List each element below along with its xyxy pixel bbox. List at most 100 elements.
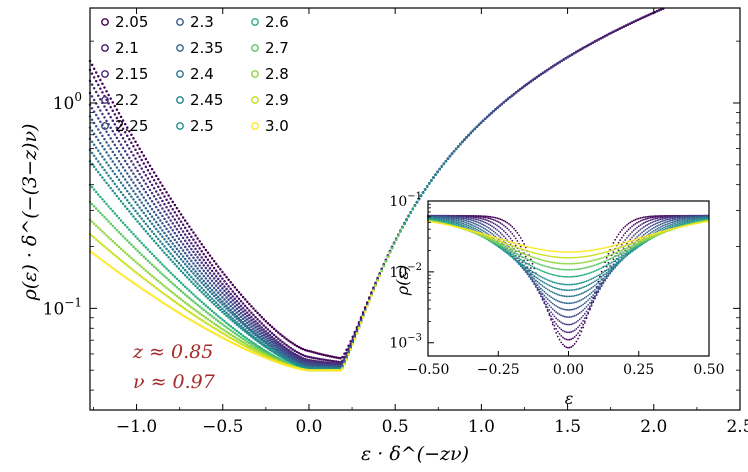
inset-point bbox=[457, 221, 459, 223]
inset-point bbox=[495, 223, 497, 225]
main-point bbox=[203, 253, 206, 256]
main-point bbox=[211, 321, 214, 324]
inset-point bbox=[663, 225, 665, 227]
main-point bbox=[478, 124, 481, 127]
main-point bbox=[227, 290, 230, 293]
main-point bbox=[256, 312, 259, 315]
main-point bbox=[292, 348, 295, 351]
inset-point bbox=[459, 220, 461, 222]
inset-point bbox=[503, 230, 505, 232]
main-point bbox=[167, 209, 170, 212]
main-x-tick-label: 2.0 bbox=[640, 417, 667, 437]
main-point bbox=[136, 187, 139, 190]
inset-point bbox=[597, 288, 599, 290]
inset-point bbox=[493, 222, 495, 224]
inset-point bbox=[613, 257, 615, 259]
main-point bbox=[223, 320, 226, 323]
main-point bbox=[149, 197, 152, 200]
main-point bbox=[163, 293, 166, 296]
main-point bbox=[267, 328, 270, 331]
legend-label-2.3: 2.3 bbox=[190, 13, 214, 31]
main-point bbox=[118, 197, 121, 200]
main-point bbox=[145, 158, 148, 161]
inset-point bbox=[484, 225, 486, 227]
main-point bbox=[376, 279, 379, 282]
main-point bbox=[198, 299, 201, 302]
main-point bbox=[184, 285, 187, 288]
main-point bbox=[151, 184, 154, 187]
inset-point bbox=[672, 221, 674, 223]
main-point bbox=[285, 338, 288, 341]
main-point bbox=[155, 287, 158, 290]
main-point bbox=[182, 237, 185, 240]
main-point bbox=[109, 126, 112, 128]
main-point bbox=[560, 60, 563, 63]
inset-point bbox=[543, 291, 545, 293]
inset-point bbox=[570, 309, 572, 311]
main-point bbox=[211, 310, 214, 313]
main-point bbox=[232, 299, 235, 302]
inset-point bbox=[656, 230, 658, 232]
main-point bbox=[157, 230, 160, 233]
main-point bbox=[167, 296, 170, 299]
inset-point bbox=[574, 289, 576, 291]
main-point bbox=[306, 355, 309, 358]
inset-point bbox=[574, 336, 576, 338]
main-point bbox=[246, 322, 249, 325]
inset-point bbox=[599, 280, 601, 282]
main-point bbox=[223, 273, 226, 276]
main-point bbox=[196, 304, 199, 307]
inset-point bbox=[653, 216, 655, 218]
inset-point bbox=[530, 277, 532, 279]
main-point bbox=[205, 304, 208, 307]
main-point bbox=[126, 190, 128, 193]
main-point bbox=[149, 213, 152, 216]
inset-point bbox=[636, 218, 638, 220]
inset-point bbox=[608, 263, 610, 265]
inset-point bbox=[670, 224, 672, 226]
inset-point bbox=[525, 258, 527, 260]
main-point bbox=[203, 275, 206, 278]
inset-point bbox=[474, 216, 476, 218]
inset-point bbox=[496, 217, 498, 219]
main-point bbox=[134, 176, 137, 179]
main-point bbox=[196, 250, 199, 253]
main-point bbox=[184, 308, 187, 311]
main-point bbox=[300, 368, 303, 371]
main-point bbox=[211, 264, 214, 267]
inset-point bbox=[505, 221, 507, 223]
main-point bbox=[128, 255, 131, 258]
inset-point bbox=[528, 275, 530, 277]
main-point bbox=[169, 205, 172, 208]
main-point bbox=[469, 132, 472, 135]
main-point bbox=[211, 315, 214, 318]
main-point bbox=[207, 323, 210, 326]
inset-point bbox=[500, 245, 502, 247]
inset-point bbox=[550, 273, 552, 275]
main-point bbox=[258, 337, 261, 340]
main-point bbox=[136, 237, 139, 240]
inset-point bbox=[582, 267, 584, 269]
main-point bbox=[494, 108, 497, 111]
inset-point bbox=[501, 229, 503, 231]
main-point bbox=[172, 201, 175, 204]
inset-point bbox=[634, 223, 636, 225]
main-point bbox=[283, 336, 286, 339]
inset-point bbox=[533, 278, 535, 280]
inset-point bbox=[557, 268, 559, 270]
inset-point bbox=[594, 264, 596, 266]
main-point bbox=[227, 328, 230, 331]
main-point bbox=[165, 287, 168, 290]
main-point bbox=[507, 98, 510, 101]
inset-point bbox=[471, 222, 473, 224]
main-point bbox=[217, 307, 220, 310]
main-point bbox=[242, 314, 245, 317]
main-point bbox=[174, 284, 177, 287]
inset-point bbox=[505, 232, 507, 234]
main-point bbox=[140, 201, 143, 204]
inset-point bbox=[579, 300, 581, 302]
inset-point bbox=[564, 323, 566, 325]
inset-point bbox=[570, 289, 572, 291]
main-point bbox=[105, 130, 108, 133]
inset-point bbox=[569, 269, 571, 271]
